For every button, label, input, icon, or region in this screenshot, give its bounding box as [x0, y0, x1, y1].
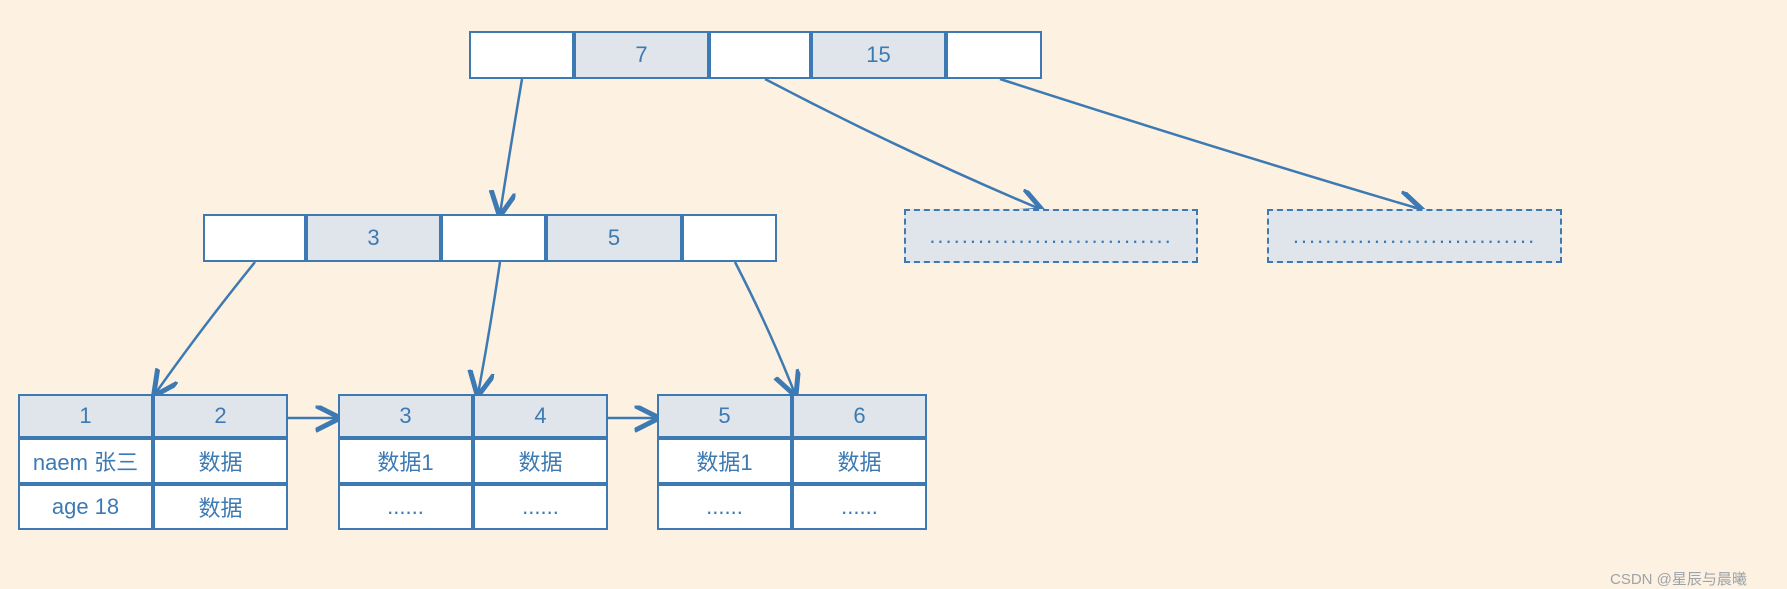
leaf-1-r1-c0: ......	[338, 484, 473, 530]
leaf-1-r0-c0: 数据1	[338, 438, 473, 484]
mid-cell-2	[441, 214, 546, 262]
tree-arrow-3	[155, 262, 255, 394]
leaf-2-r0-c0: 数据1	[657, 438, 792, 484]
mid-cell-1: 3	[306, 214, 441, 262]
tree-arrow-0	[500, 79, 522, 214]
mid-cell-4	[682, 214, 777, 262]
leaf-1-header-0: 3	[338, 394, 473, 438]
leaf-0-r1-c0: age 18	[18, 484, 153, 530]
leaf-0-r0-c0: naem 张三	[18, 438, 153, 484]
tree-arrow-5	[735, 262, 795, 394]
leaf-0-r0-c1: 数据	[153, 438, 288, 484]
root-cell-2	[709, 31, 811, 79]
root-cell-4	[946, 31, 1042, 79]
leaf-0-r1-c1: 数据	[153, 484, 288, 530]
mid-cell-3: 5	[546, 214, 682, 262]
tree-arrow-2	[1000, 79, 1420, 209]
tree-arrow-4	[478, 262, 500, 394]
leaf-1-r0-c1: 数据	[473, 438, 608, 484]
placeholder-box-1: ..............................	[1267, 209, 1562, 263]
watermark: CSDN @星辰与晨曦	[1610, 568, 1747, 589]
leaf-2-r1-c1: ......	[792, 484, 927, 530]
leaf-2-r1-c0: ......	[657, 484, 792, 530]
placeholder-box-0: ..............................	[904, 209, 1198, 263]
leaf-1-header-1: 4	[473, 394, 608, 438]
root-cell-3: 15	[811, 31, 946, 79]
leaf-2-header-0: 5	[657, 394, 792, 438]
root-cell-1: 7	[574, 31, 709, 79]
leaf-0-header-1: 2	[153, 394, 288, 438]
root-cell-0	[469, 31, 574, 79]
leaf-0-header-0: 1	[18, 394, 153, 438]
leaf-2-r0-c1: 数据	[792, 438, 927, 484]
mid-cell-0	[203, 214, 306, 262]
leaf-1-r1-c1: ......	[473, 484, 608, 530]
leaf-2-header-1: 6	[792, 394, 927, 438]
tree-arrow-1	[765, 79, 1040, 209]
